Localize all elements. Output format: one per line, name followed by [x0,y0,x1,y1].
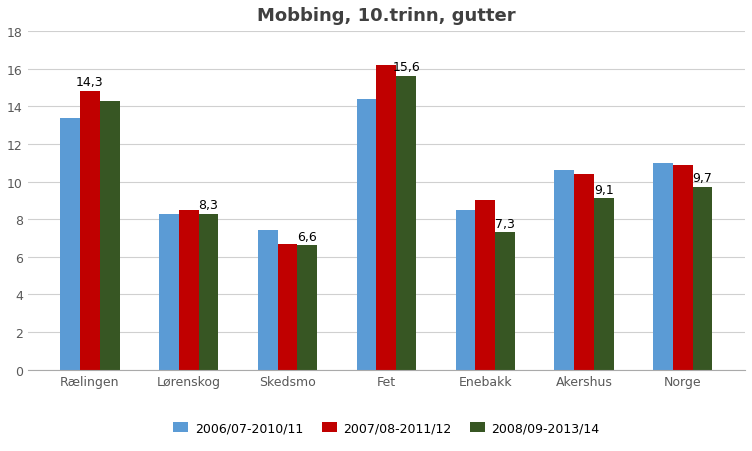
Bar [456,210,475,370]
Bar [100,101,120,370]
Bar [80,92,100,370]
Bar [594,199,614,370]
Bar [396,77,416,370]
Title: Mobbing, 10.trinn, gutter: Mobbing, 10.trinn, gutter [257,7,516,25]
Text: 8,3: 8,3 [199,198,218,211]
Bar [159,214,179,370]
Bar [693,188,712,370]
Bar [298,246,317,370]
Legend: 2006/07-2010/11, 2007/08-2011/12, 2008/09-2013/14: 2006/07-2010/11, 2007/08-2011/12, 2008/0… [168,417,605,440]
Text: 9,7: 9,7 [693,172,712,185]
Bar [554,171,574,370]
Bar [673,165,693,370]
Bar [258,231,277,370]
Bar [179,210,199,370]
Bar [199,214,218,370]
Bar [495,233,515,370]
Text: 9,1: 9,1 [594,183,614,196]
Text: 7,3: 7,3 [495,217,515,230]
Text: 14,3: 14,3 [76,76,104,89]
Bar [60,118,80,370]
Bar [574,175,594,370]
Text: 15,6: 15,6 [393,61,420,74]
Bar [475,201,495,370]
Bar [277,244,298,370]
Bar [356,100,377,370]
Text: 6,6: 6,6 [298,230,317,243]
Bar [377,66,396,370]
Bar [653,163,673,370]
